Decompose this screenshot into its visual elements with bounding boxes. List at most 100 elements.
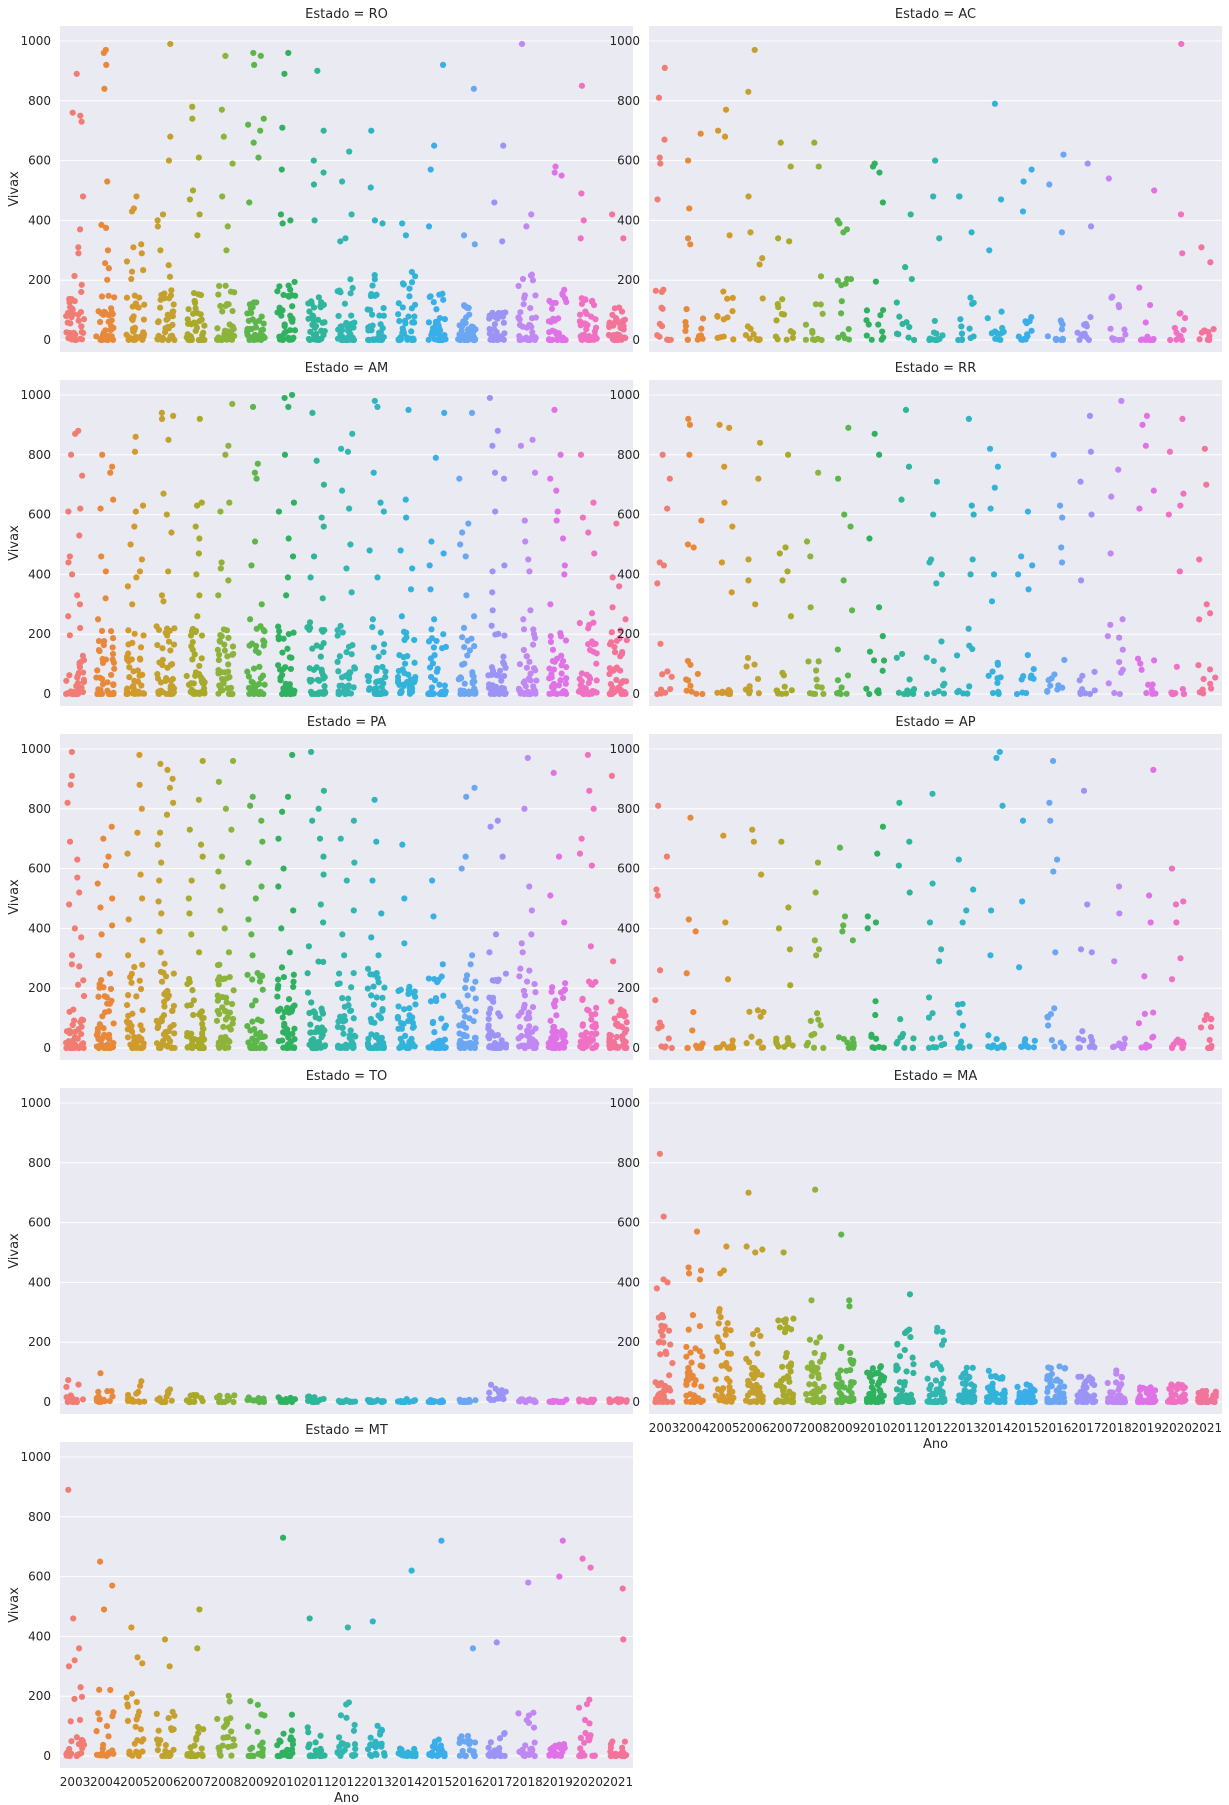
data-point: [519, 949, 526, 956]
data-point: [719, 688, 726, 695]
data-point: [1206, 1036, 1213, 1044]
data-point: [718, 559, 726, 566]
data-point: [563, 1396, 570, 1403]
data-point: [441, 316, 448, 323]
data-point: [280, 635, 287, 642]
data-point: [378, 910, 385, 917]
data-point: [845, 325, 852, 333]
data-point: [216, 651, 223, 658]
data-point: [401, 660, 409, 667]
data-point: [845, 1387, 853, 1394]
data-point: [1018, 1043, 1025, 1050]
data-point: [223, 627, 231, 634]
data-point: [1173, 1038, 1180, 1045]
data-point: [154, 223, 161, 230]
data-point: [925, 1014, 933, 1021]
data-point: [441, 409, 448, 416]
data-point: [277, 211, 285, 218]
data-point: [199, 1030, 206, 1037]
data-point: [1046, 1375, 1054, 1383]
data-point: [1121, 1035, 1128, 1042]
data-point: [164, 311, 171, 318]
data-point: [1195, 662, 1202, 669]
data-point: [470, 85, 477, 92]
data-point: [244, 971, 251, 978]
y-tick-label: 1000: [20, 1450, 51, 1464]
data-point: [620, 1008, 627, 1015]
data-point: [170, 1002, 178, 1010]
data-point: [845, 336, 853, 343]
data-point: [805, 658, 812, 665]
data-point: [898, 1387, 906, 1394]
data-point: [168, 1044, 175, 1052]
data-point: [227, 684, 235, 692]
data-point: [71, 1034, 79, 1041]
data-point: [686, 1368, 693, 1375]
data-point: [345, 1002, 352, 1009]
data-point: [110, 1709, 117, 1716]
data-point: [546, 329, 553, 336]
data-point: [161, 960, 168, 967]
data-point: [580, 217, 587, 224]
panel-title: Estado = RR: [895, 361, 976, 376]
data-point: [133, 193, 140, 200]
data-point: [136, 977, 143, 984]
data-point: [226, 499, 233, 506]
data-point: [1142, 319, 1149, 326]
data-point: [457, 675, 465, 682]
data-point: [153, 1736, 161, 1743]
data-point: [997, 336, 1004, 344]
data-point: [496, 1044, 504, 1051]
data-point: [874, 850, 881, 857]
y-tick-label: 600: [617, 508, 640, 522]
data-point: [185, 895, 192, 902]
data-point: [411, 636, 418, 644]
data-point: [940, 1375, 947, 1382]
data-point: [500, 475, 508, 482]
data-point: [154, 1746, 161, 1754]
data-point: [289, 303, 296, 310]
data-point: [96, 1021, 103, 1028]
data-point: [171, 336, 178, 344]
data-point: [1028, 672, 1035, 679]
data-point: [904, 690, 911, 698]
data-point: [995, 1044, 1002, 1051]
data-point: [256, 663, 263, 670]
data-point: [169, 775, 176, 782]
data-point: [613, 520, 620, 527]
data-point: [189, 646, 196, 653]
data-point: [686, 205, 693, 212]
data-point: [138, 1378, 145, 1385]
data-point: [500, 1396, 507, 1403]
data-point: [1210, 326, 1217, 333]
data-point: [77, 112, 84, 119]
data-point: [847, 523, 854, 530]
data-point: [1176, 568, 1183, 575]
data-point: [66, 329, 74, 337]
data-point: [285, 631, 292, 638]
data-point: [65, 508, 72, 515]
data-point: [1201, 445, 1208, 452]
panel-title: Estado = AP: [895, 715, 975, 730]
data-point: [1142, 1044, 1150, 1051]
data-point: [494, 817, 501, 824]
data-point: [1107, 325, 1114, 332]
data-point: [588, 1016, 595, 1023]
data-point: [429, 660, 437, 667]
data-point: [334, 980, 341, 988]
data-point: [1046, 1364, 1053, 1372]
data-point: [608, 772, 616, 779]
data-point: [375, 979, 382, 986]
data-point: [655, 1025, 662, 1032]
data-point: [377, 629, 384, 636]
data-point: [1170, 690, 1177, 698]
data-point: [253, 475, 260, 482]
data-point: [930, 1043, 937, 1051]
data-point: [988, 330, 995, 337]
data-point: [123, 1694, 130, 1701]
data-point: [249, 1002, 256, 1009]
y-tick-label: 1000: [609, 34, 640, 48]
data-point: [72, 1028, 79, 1035]
data-point: [397, 547, 404, 554]
